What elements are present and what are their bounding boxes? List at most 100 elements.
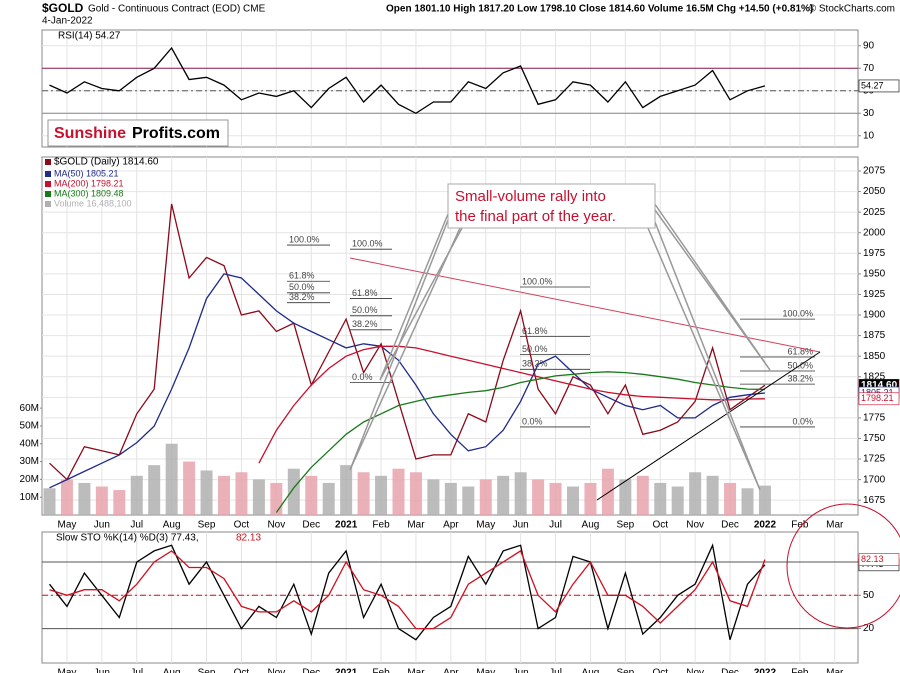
fib-label: 100.0%	[522, 276, 553, 286]
sto-title-d: 82.13	[236, 533, 261, 544]
volume-bar	[78, 482, 91, 515]
x-tick-label: 2022	[754, 520, 777, 531]
x-tick-label: Apr	[443, 520, 459, 531]
y2-tick-label: 30M	[20, 456, 39, 467]
x-tick-label: Sep	[198, 520, 216, 531]
volume-bar	[706, 475, 719, 515]
last-value-label: 82.13	[861, 554, 884, 564]
fib-label: 61.8%	[352, 288, 378, 298]
y-tick-label: 1750	[863, 433, 886, 444]
last-value-label: 1814.60	[861, 380, 898, 391]
series-line	[49, 203, 766, 481]
legend-entry: $GOLD (Daily) 1814.60	[54, 157, 159, 168]
fib-label: 100.0%	[352, 239, 383, 249]
legend-entry: Volume 16,488,100	[54, 198, 132, 208]
fib-label: 50.0%	[352, 305, 378, 315]
x-tick-label: Dec	[721, 520, 739, 531]
volume-bar	[340, 465, 353, 515]
highlight-circle	[786, 503, 900, 629]
fib-label: 38.2%	[289, 292, 315, 302]
volume-bar	[200, 470, 213, 515]
x-tick-label: Oct	[234, 520, 250, 531]
y-tick-label: 1975	[863, 248, 886, 259]
volume-bar	[235, 472, 248, 515]
volume-bar	[218, 475, 230, 515]
volume-bar	[601, 468, 614, 515]
date: 4-Jan-2022	[42, 16, 93, 27]
fib-label: 38.2%	[522, 359, 548, 369]
y-tick-label: 1675	[863, 495, 886, 506]
y2-tick-label: 50M	[20, 421, 39, 432]
y-tick-label: 50	[863, 590, 875, 601]
last-value-box	[858, 553, 900, 566]
fib-label: 100.0%	[289, 234, 320, 244]
y-tick-label: 70	[863, 63, 875, 74]
rsi-frame	[41, 29, 859, 148]
legend-swatch	[45, 201, 51, 207]
x-tick-label: May	[57, 520, 76, 531]
x-tick-label: Jun	[94, 668, 110, 673]
volume-bar	[252, 479, 265, 515]
rsi-title: RSI(14) 54.27	[58, 31, 121, 42]
x-tick-label: Nov	[686, 520, 704, 531]
y-tick-label: 30	[863, 108, 875, 119]
fib-label: 38.2%	[787, 374, 813, 384]
x-tick-label: Oct	[652, 668, 668, 673]
y-tick-label: 1700	[863, 474, 886, 485]
legend-swatch	[45, 171, 51, 177]
series-line	[258, 345, 765, 464]
x-tick-label: Dec	[302, 668, 320, 673]
last-value-label: 54.27	[861, 80, 884, 90]
fib-label: 61.8%	[289, 271, 315, 281]
x-tick-label: Aug	[163, 668, 181, 673]
y-tick-label: 2075	[863, 166, 886, 177]
symbol: $GOLD	[42, 1, 84, 15]
volume-bar	[584, 482, 597, 515]
sto-frame	[41, 531, 859, 664]
volume-bar	[130, 475, 143, 515]
volume-bar	[43, 488, 56, 515]
marks: 90 70 50 30 10 54.27 May Jun Jul Aug Sep Oct Nov Dec 2…	[20, 30, 900, 673]
x-tick-label: Jun	[513, 520, 529, 531]
ohlc: Open 1801.10 High 1817.20 Low 1798.10 Cl…	[386, 4, 813, 15]
y2-tick-label: 10M	[20, 492, 39, 503]
last-value-box	[858, 392, 900, 406]
support-line	[596, 351, 821, 501]
x-tick-label: Dec	[302, 520, 320, 531]
legend-swatch	[45, 181, 51, 187]
volume-bar	[60, 479, 73, 515]
fib-label: 0.0%	[352, 372, 373, 382]
x-tick-label: Aug	[163, 520, 181, 531]
y-tick-label: 1875	[863, 330, 886, 341]
y-tick-label: 1950	[863, 269, 886, 280]
volume-bar	[514, 472, 527, 515]
legend-entry: MA(50) 1805.21	[54, 168, 119, 178]
x-tick-label: 2022	[754, 668, 777, 673]
x-tick-label: Nov	[686, 668, 704, 673]
instrument-name: Gold - Continuous Contract (EOD) CME	[88, 4, 266, 15]
x-tick-label: Sep	[616, 520, 634, 531]
volume-bar	[689, 472, 702, 515]
volume-bar	[357, 472, 370, 515]
callout	[349, 219, 461, 471]
volume-bar	[183, 461, 196, 515]
resistance-line	[349, 257, 821, 353]
x-tick-label: Mar	[407, 520, 425, 531]
y-tick-label: 10	[863, 130, 875, 141]
y-tick-label: 2025	[863, 207, 886, 218]
volume-bar	[148, 465, 161, 515]
x-tick-label: Jul	[130, 520, 143, 531]
y-tick-label: 1725	[863, 454, 886, 465]
fib-label: 50.0%	[289, 282, 315, 292]
x-tick-label: Jul	[549, 520, 562, 531]
legend-entry: MA(200) 1798.21	[54, 178, 124, 188]
watermark: Sunshine	[54, 125, 126, 142]
x-tick-label: Dec	[721, 668, 739, 673]
x-tick-label: Aug	[582, 668, 600, 673]
x-tick-label: Jun	[94, 520, 110, 531]
volume-bar	[758, 485, 771, 515]
volume-bar	[654, 482, 667, 515]
x-tick-label: Jul	[549, 668, 562, 673]
